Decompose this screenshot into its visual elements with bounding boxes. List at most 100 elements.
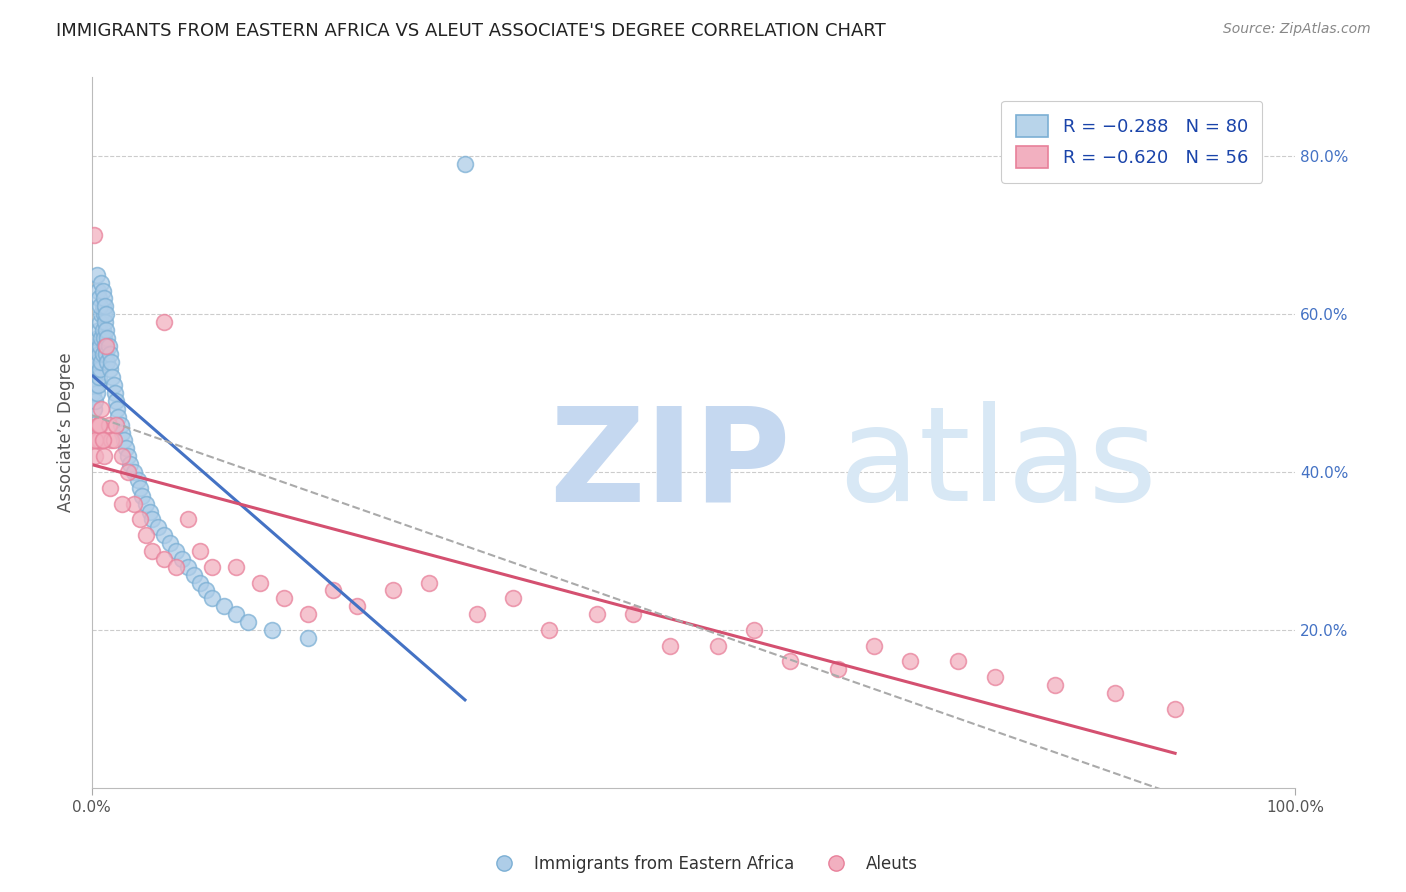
Point (90, 401, 112, 416)
Point (90, 354, 112, 368)
Point (93, 331, 115, 345)
Point (89, 339, 111, 353)
Y-axis label: Associate’s Degree: Associate’s Degree (58, 352, 75, 512)
Point (346, 599, 368, 614)
Point (779, 655, 801, 669)
Point (212, 599, 235, 614)
Point (297, 607, 319, 621)
Point (96, 323, 118, 337)
Point (83, 370, 105, 384)
Point (96, 339, 118, 353)
Point (96, 354, 118, 368)
Point (93, 307, 115, 321)
Point (104, 394, 127, 409)
Point (111, 497, 134, 511)
Point (183, 567, 205, 582)
Point (89, 299, 111, 313)
Point (112, 434, 135, 448)
Point (863, 639, 886, 653)
Point (141, 544, 163, 558)
Point (96, 346, 118, 360)
Point (111, 425, 134, 440)
Point (91, 323, 114, 337)
Point (98, 481, 121, 495)
Point (122, 465, 145, 479)
Point (135, 528, 157, 542)
Point (983, 670, 1005, 684)
Point (84, 378, 107, 392)
Point (103, 378, 125, 392)
Point (129, 512, 152, 526)
Point (86, 386, 108, 401)
Point (153, 552, 176, 566)
Point (297, 631, 319, 645)
Point (586, 607, 609, 621)
Point (502, 591, 524, 606)
Point (742, 623, 765, 637)
Point (97, 417, 120, 432)
Point (89, 362, 111, 376)
Point (177, 559, 200, 574)
Point (114, 442, 136, 456)
Point (122, 497, 145, 511)
Point (623, 607, 645, 621)
Point (138, 504, 160, 518)
Point (273, 591, 295, 606)
Point (146, 520, 169, 534)
Point (322, 583, 344, 598)
Point (165, 544, 187, 558)
Point (120, 457, 142, 471)
Point (87, 284, 110, 298)
Point (84, 394, 107, 409)
Legend: Immigrants from Eastern Africa, Aleuts: Immigrants from Eastern Africa, Aleuts (481, 848, 925, 880)
Point (948, 655, 970, 669)
Point (87, 346, 110, 360)
Point (84, 434, 107, 448)
Point (87, 292, 110, 306)
Point (94, 299, 117, 313)
Point (195, 583, 218, 598)
Point (117, 450, 139, 464)
Point (225, 607, 247, 621)
Point (177, 512, 200, 526)
Point (91, 284, 114, 298)
Point (87, 354, 110, 368)
Point (84, 450, 107, 464)
Point (110, 417, 132, 432)
Text: atlas: atlas (838, 401, 1157, 528)
Point (86, 339, 108, 353)
Point (90, 331, 112, 345)
Point (165, 559, 187, 574)
Point (86, 268, 108, 282)
Point (86, 434, 108, 448)
Point (135, 497, 157, 511)
Point (86, 362, 108, 376)
Point (188, 544, 211, 558)
Point (87, 378, 110, 392)
Point (89, 315, 111, 329)
Point (84, 354, 107, 368)
Point (90, 307, 112, 321)
Point (87, 417, 110, 432)
Point (82, 386, 104, 401)
Point (249, 575, 271, 590)
Point (104, 417, 127, 432)
Point (91, 434, 114, 448)
Point (188, 575, 211, 590)
Point (706, 639, 728, 653)
Point (87, 417, 110, 432)
Point (91, 299, 114, 313)
Point (418, 575, 440, 590)
Point (94, 339, 117, 353)
Legend: R = −0.288   N = 80, R = −0.620   N = 56: R = −0.288 N = 80, R = −0.620 N = 56 (1001, 101, 1263, 183)
Point (127, 473, 149, 487)
Point (98, 346, 121, 360)
Point (89, 417, 111, 432)
Point (91, 346, 114, 360)
Point (93, 450, 115, 464)
Point (87, 331, 110, 345)
Point (87, 370, 110, 384)
Point (83, 401, 105, 416)
Point (104, 386, 127, 401)
Point (91, 434, 114, 448)
